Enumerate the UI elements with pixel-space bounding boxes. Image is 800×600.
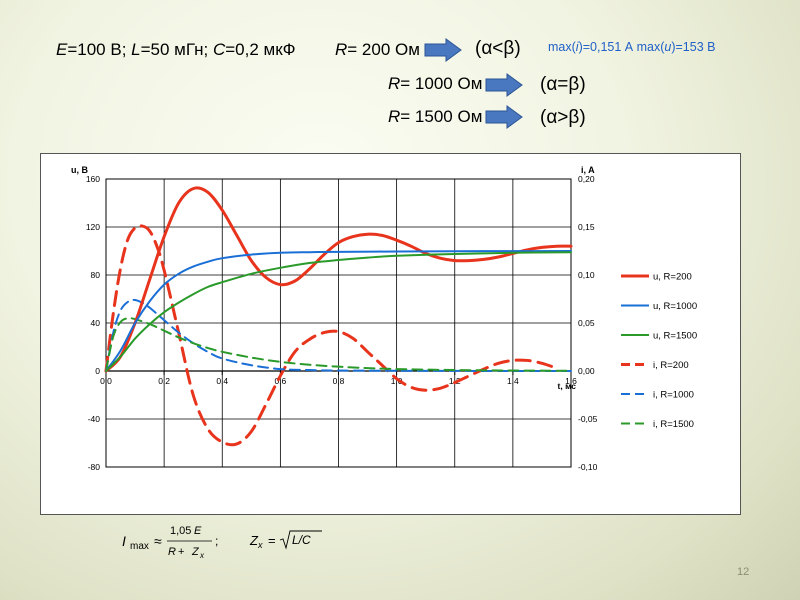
y-right-tick-label: -0,05 — [578, 414, 598, 424]
case-r1500-condition: (α>β) — [540, 107, 586, 128]
y-left-tick-label: -80 — [88, 462, 101, 472]
legend-entry: i, R=1000 — [653, 390, 694, 401]
zx-symbol: Z — [249, 533, 259, 548]
y-right-tick-label: -0,10 — [578, 462, 598, 472]
max-values-note: max(i)=0,151 А max(u)=153 В — [548, 40, 715, 54]
case-r1000-label: R= 1000 Ом — [388, 74, 482, 94]
x-tick-label: 1,4 — [507, 376, 519, 386]
denominator-r: R — [168, 546, 176, 558]
legend-entry: u, R=200 — [653, 272, 692, 283]
semicolon: ; — [215, 534, 218, 548]
legend-entry: i, R=1500 — [653, 419, 694, 430]
x-tick-label: 0,2 — [158, 376, 170, 386]
denominator-z: Z — [191, 546, 200, 558]
y-right-tick-label: 0,10 — [578, 270, 595, 280]
case-r1500-label: R= 1500 Ом — [388, 107, 482, 127]
y-right-tick-label: 0,00 — [578, 366, 595, 376]
y-left-axis-label: u, B — [71, 165, 88, 175]
x-axis-label: t, мс — [558, 381, 577, 391]
max-u-value: )=153 В — [671, 40, 716, 54]
zx-equals: = — [268, 533, 276, 548]
right-arrow-icon — [485, 73, 523, 97]
legend-entry: i, R=200 — [653, 360, 689, 371]
e-value: =100 В; — [67, 40, 132, 59]
numerator-coef: 1,05 — [170, 525, 191, 537]
c-symbol: C — [212, 40, 226, 59]
right-arrow-icon — [485, 105, 523, 129]
page-number: 12 — [737, 566, 750, 578]
legend-entry: u, R=1500 — [653, 331, 697, 342]
sqrt-sign — [279, 530, 322, 550]
approx-sign: ≈ — [154, 533, 162, 549]
series-line-i-r-200 — [104, 224, 558, 447]
legend-entry: u, R=1000 — [653, 301, 697, 312]
series-line-i-r-1000 — [105, 298, 572, 373]
case-r200-label: R= 200 Ом — [335, 40, 420, 60]
imax-subscript: max — [130, 541, 149, 552]
r-value: = 200 Ом — [347, 40, 420, 59]
y-right-tick-label: 0,20 — [578, 174, 595, 184]
y-right-axis-label: i, A — [581, 165, 595, 175]
max-i-value: )=0,151 А max( — [578, 40, 665, 54]
max-i-symbol: i — [575, 40, 579, 54]
denominator-subscript: x — [199, 551, 205, 560]
c-value: =0,2 мкФ — [225, 40, 296, 59]
series-line-u-r-1000 — [105, 250, 572, 372]
y-left-tick-label: 40 — [91, 318, 101, 328]
x-tick-label: 0,4 — [216, 376, 228, 386]
series-line-u-r-200 — [104, 186, 573, 373]
y-right-tick-label: 0,15 — [578, 222, 595, 232]
case-r200-condition: (α<β) — [475, 38, 521, 59]
series-line-u-r-1500 — [105, 251, 572, 372]
circuit-parameters: E=100 В; L=50 мГн; C=0,2 мкФ — [56, 40, 296, 60]
e-symbol: E — [56, 40, 68, 59]
x-tick-label: 1,0 — [391, 376, 403, 386]
max-u-symbol: u — [664, 40, 672, 54]
formulas: I max ≈ 1,05 E R + Z x ; Z x = L/C — [122, 525, 322, 560]
series-line-i-r-1500 — [105, 317, 572, 372]
r-value: = 1500 Ом — [400, 107, 483, 126]
transient-chart: 0,0 0,2 0,4 0,6 0,8 1,0 1,2 1,4 1,6 -80 -40 0 40 80 12… — [40, 153, 741, 515]
numerator-e: E — [194, 525, 202, 537]
y-right-tick-label: 0,05 — [578, 318, 595, 328]
x-tick-label: 0,6 — [274, 376, 286, 386]
x-tick-label: 0,8 — [333, 376, 345, 386]
y-left-tick-label: 120 — [86, 222, 100, 232]
r-symbol: R — [335, 40, 348, 59]
max-i-prefix: max( — [548, 40, 576, 54]
y-left-tick-label: 0 — [95, 366, 100, 376]
y-left-tick-label: 160 — [86, 174, 100, 184]
zx-radicand: L/C — [292, 533, 311, 547]
case-r1000-condition: (α=β) — [540, 74, 586, 95]
y-left-tick-label: -40 — [88, 414, 101, 424]
r-symbol: R — [388, 74, 401, 93]
transient-chart-svg: 0,0 0,2 0,4 0,6 0,8 1,0 1,2 1,4 1,6-80-400408012… — [71, 165, 697, 472]
right-arrow-icon — [424, 38, 462, 62]
y-left-tick-label: 80 — [91, 270, 101, 280]
x-tick-label: 1,6 — [565, 376, 577, 386]
l-symbol: L — [131, 40, 141, 59]
r-value: = 1000 Ом — [400, 74, 483, 93]
zx-subscript: x — [257, 540, 263, 550]
r-symbol: R — [388, 107, 401, 126]
denominator-plus: + — [175, 546, 188, 558]
l-value: =50 мГн; — [140, 40, 213, 59]
x-tick-label: 0,0 — [100, 376, 112, 386]
imax-symbol: I — [122, 533, 126, 549]
